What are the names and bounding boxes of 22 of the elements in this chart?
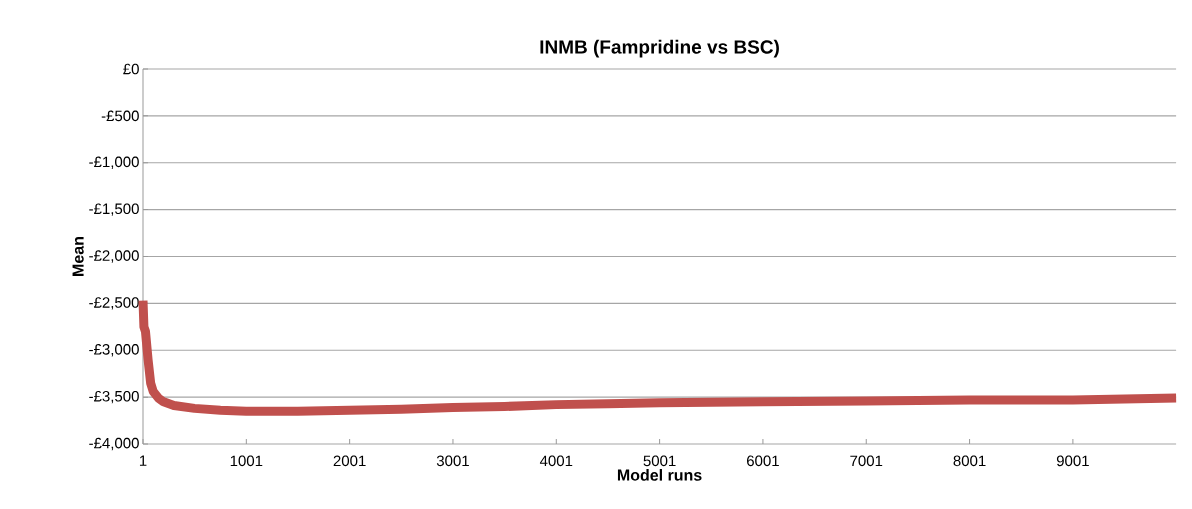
y-tick-label: -£500 xyxy=(101,110,139,122)
x-tick-label: 6001 xyxy=(747,455,779,467)
x-tick-label: 8001 xyxy=(953,455,986,467)
x-tick-label: 5001 xyxy=(643,455,676,467)
y-tick-label: -£1,000 xyxy=(89,156,139,169)
y-tick-label: -£4,000 xyxy=(89,437,139,451)
y-tick-label: £0 xyxy=(123,63,139,75)
chart-title: INMB (Fampridine vs BSC) xyxy=(540,39,779,58)
x-axis-title: Model runs xyxy=(617,469,702,481)
y-tick-label: -£2,500 xyxy=(89,297,139,310)
y-tick-label: -£2,000 xyxy=(89,250,139,263)
x-tick-label: 9001 xyxy=(1056,455,1089,467)
y-tick-label: -£3,500 xyxy=(89,390,139,404)
x-tick-label: 2001 xyxy=(333,455,366,467)
x-tick-label: 3001 xyxy=(436,455,469,467)
y-tick-label: -£3,000 xyxy=(89,344,139,357)
x-tick-label: 7001 xyxy=(850,455,883,467)
x-tick-label: 1001 xyxy=(230,455,263,467)
x-tick-label: 1 xyxy=(139,455,147,466)
x-tick-label: 4001 xyxy=(539,455,573,467)
y-axis-title: Mean xyxy=(72,237,84,276)
y-tick-label: -£1,500 xyxy=(89,203,139,216)
